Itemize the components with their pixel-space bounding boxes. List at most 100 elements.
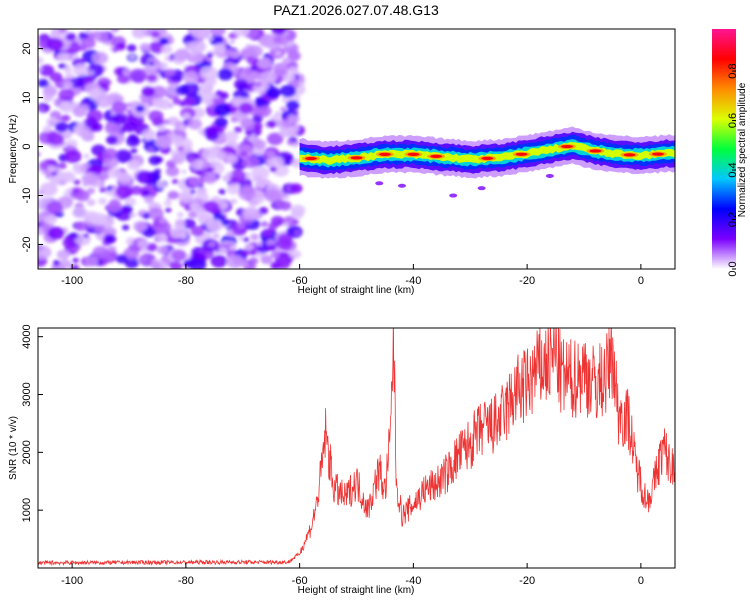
noise-speckle xyxy=(150,85,167,99)
y-tick-label: 4000 xyxy=(21,324,33,348)
noise-speckle xyxy=(59,259,72,269)
noise-speckle xyxy=(74,128,82,134)
noise-speckle xyxy=(65,139,78,149)
noise-speckle xyxy=(169,261,183,269)
y-tick-label: -20 xyxy=(21,237,33,253)
noise-speckle xyxy=(214,117,228,128)
noise-speckle xyxy=(141,86,155,97)
noise-speckle xyxy=(128,68,148,83)
noise-speckle xyxy=(246,45,263,58)
y-tick-label: 3000 xyxy=(21,382,33,406)
noise-speckle xyxy=(220,218,230,226)
noise-speckle xyxy=(46,37,64,51)
noise-speckle xyxy=(146,242,158,252)
noise-speckle xyxy=(182,113,191,120)
noise-speckle xyxy=(72,257,79,263)
noise-speckle xyxy=(65,32,77,41)
noise-speckle xyxy=(164,55,171,61)
noise-speckle xyxy=(278,127,293,138)
noise-speckle xyxy=(216,150,227,160)
noise-speckle xyxy=(126,44,137,52)
noise-speckle xyxy=(280,106,287,112)
noise-speckle xyxy=(72,163,87,175)
noise-speckle xyxy=(203,173,217,185)
noise-speckle xyxy=(47,132,64,146)
noise-speckle xyxy=(105,236,114,243)
noise-speckle xyxy=(75,190,90,202)
noise-speckle xyxy=(258,206,269,215)
noise-speckle xyxy=(189,257,207,269)
noise-speckle xyxy=(136,170,153,184)
y-tick-label: 2000 xyxy=(21,440,33,464)
noise-speckle xyxy=(42,93,54,102)
noise-speckle xyxy=(190,225,205,237)
signal-sidelobe xyxy=(375,181,384,186)
noise-speckle xyxy=(187,118,203,130)
noise-speckle xyxy=(272,62,289,75)
noise-speckle xyxy=(58,88,75,102)
noise-speckle xyxy=(99,186,107,193)
noise-speckle xyxy=(123,247,140,260)
x-tick-label: -20 xyxy=(519,575,535,587)
noise-speckle xyxy=(210,254,228,268)
noise-speckle xyxy=(230,50,241,59)
noise-speckle xyxy=(148,155,162,166)
noise-speckle xyxy=(38,66,43,72)
noise-speckle xyxy=(38,107,45,112)
noise-speckle xyxy=(262,228,273,237)
noise-speckle xyxy=(126,102,132,107)
noise-speckle xyxy=(50,30,61,40)
colorbar-tick-label: 0.6 xyxy=(727,113,739,128)
noise-speckle xyxy=(73,179,81,185)
noise-speckle xyxy=(122,121,137,133)
noise-speckle xyxy=(245,68,253,75)
noise-speckle xyxy=(92,51,109,65)
noise-speckle xyxy=(139,43,151,52)
noise-speckle xyxy=(148,110,164,122)
noise-speckle xyxy=(282,57,292,65)
snr-y-label: SNR (10 * v/v) xyxy=(8,416,19,480)
noise-speckle xyxy=(244,243,254,251)
noise-speckle xyxy=(167,190,179,200)
noise-speckle xyxy=(46,201,64,215)
signal-peak xyxy=(378,152,391,156)
colorbar-ticks: 0.0 0.2 0.4 0.6 0.8 xyxy=(727,63,739,276)
noise-speckle xyxy=(191,159,206,170)
noise-speckle xyxy=(165,129,172,134)
noise-speckle xyxy=(255,97,267,107)
noise-speckle xyxy=(187,55,197,63)
noise-speckle xyxy=(107,167,122,179)
noise-speckle xyxy=(208,241,216,248)
noise-speckle xyxy=(230,117,238,123)
noise-speckle xyxy=(267,244,277,252)
signal-peak xyxy=(430,154,443,158)
noise-speckle xyxy=(187,157,195,163)
noise-speckle xyxy=(104,122,121,135)
noise-speckle xyxy=(71,188,80,195)
noise-speckle xyxy=(163,200,172,207)
noise-speckle xyxy=(188,39,206,54)
noise-speckle xyxy=(63,80,73,89)
noise-speckle xyxy=(206,52,214,58)
noise-speckle xyxy=(209,29,226,37)
noise-speckle xyxy=(124,256,140,269)
noise-speckle xyxy=(58,63,66,69)
noise-speckle xyxy=(213,43,227,53)
noise-speckle xyxy=(181,169,187,174)
noise-speckle xyxy=(259,70,278,85)
signal-peak xyxy=(350,156,363,160)
noise-speckle xyxy=(133,220,148,232)
noise-speckle xyxy=(217,68,234,81)
noise-speckle xyxy=(91,122,103,132)
signal-sidelobe xyxy=(545,173,554,178)
noise-speckle xyxy=(209,160,220,169)
noise-speckle xyxy=(176,212,184,218)
x-tick-label: -100 xyxy=(61,575,83,587)
noise-speckle xyxy=(111,101,128,114)
snr-x-ticks: -100 -80 -60 -40 -20 0 xyxy=(61,563,644,587)
noise-speckle xyxy=(252,115,263,123)
noise-speckle xyxy=(142,212,151,219)
noise-speckle xyxy=(242,155,260,169)
colorbar-label: Normalized spectral amplitude xyxy=(737,82,748,217)
noise-speckle xyxy=(288,66,299,75)
